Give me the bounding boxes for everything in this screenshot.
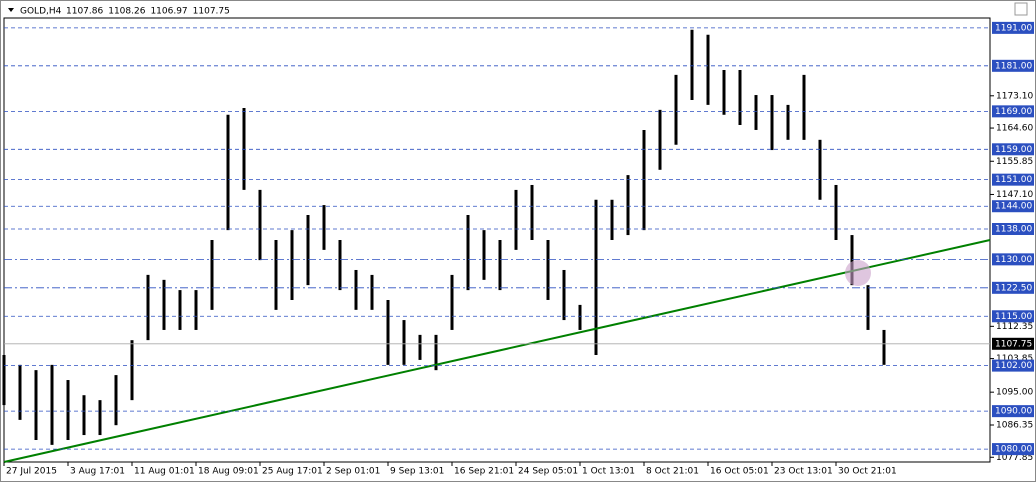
- y-tick-label: 1103.85: [996, 354, 1033, 364]
- current-price-label: 1107.75: [995, 339, 1032, 349]
- level-label-box: [992, 200, 1034, 213]
- x-tick-label: 23 Oct 13:01: [774, 467, 833, 477]
- level-label: 1144.00: [995, 202, 1032, 212]
- x-tick-label: 1 Oct 13:01: [582, 467, 635, 477]
- symbol: GOLD,H4: [20, 7, 62, 17]
- level-label-box: [992, 359, 1034, 372]
- close-box[interactable]: [1014, 2, 1028, 16]
- x-tick-label: 2 Sep 01:01: [326, 467, 380, 477]
- header-value: 1108.26: [108, 7, 145, 17]
- x-tick-label: 9 Sep 13:01: [390, 467, 444, 477]
- level-label-box: [992, 21, 1034, 34]
- level-label-box: [992, 59, 1034, 72]
- level-label-box: [992, 222, 1034, 235]
- y-tick-label: 1155.85: [996, 157, 1033, 167]
- level-label: 1102.00: [995, 361, 1032, 371]
- x-tick-label: 16 Sep 21:01: [454, 467, 514, 477]
- level-label: 1191.00: [995, 23, 1032, 33]
- x-tick-label: 16 Oct 05:01: [710, 467, 769, 477]
- header-value: 1107.86: [66, 7, 103, 17]
- level-label: 1080.00: [995, 445, 1032, 455]
- x-tick-label: 27 Jul 2015: [6, 467, 57, 477]
- level-label-box: [992, 443, 1034, 456]
- level-label: 1169.00: [995, 107, 1032, 117]
- y-tick-label: 1147.10: [996, 190, 1033, 200]
- y-tick-label: 1077.85: [996, 453, 1033, 463]
- level-label-box: [992, 173, 1034, 186]
- x-tick-label: 25 Aug 17:01: [262, 467, 323, 477]
- x-tick-label: 18 Aug 09:01: [198, 467, 259, 477]
- header-value: 1106.97: [150, 7, 187, 17]
- x-tick-label: 8 Oct 21:01: [646, 467, 699, 477]
- level-label-box: [992, 281, 1034, 294]
- level-label: 1090.00: [995, 407, 1032, 417]
- highlight-marker: [845, 260, 871, 286]
- y-tick-label: 1095.00: [996, 388, 1033, 398]
- current-price-box: [992, 337, 1034, 350]
- level-label: 1122.50: [995, 283, 1032, 293]
- y-tick-label: 1173.10: [996, 91, 1033, 101]
- level-label: 1151.00: [995, 175, 1032, 185]
- x-tick-label: 30 Oct 21:01: [838, 467, 897, 477]
- y-tick-label: 1164.60: [996, 124, 1033, 134]
- x-tick-label: 11 Aug 01:01: [134, 467, 195, 477]
- level-label: 1159.00: [995, 145, 1032, 155]
- menu-arrow[interactable]: [8, 8, 14, 12]
- level-label-box: [992, 310, 1034, 323]
- level-label-box: [992, 405, 1034, 418]
- x-tick-label: 3 Aug 17:01: [70, 467, 125, 477]
- level-label: 1138.00: [995, 224, 1032, 234]
- level-label: 1181.00: [995, 61, 1032, 71]
- level-label: 1130.00: [995, 255, 1032, 265]
- level-label-box: [992, 105, 1034, 118]
- y-tick-label: 1086.35: [996, 421, 1033, 431]
- level-label: 1115.00: [995, 312, 1032, 322]
- y-tick-label: 1112.35: [996, 322, 1033, 332]
- x-tick-label: 24 Sep 05:01: [518, 467, 578, 477]
- level-label-box: [992, 253, 1034, 266]
- level-label-box: [992, 143, 1034, 156]
- trend-line: [3, 239, 991, 463]
- header-value: 1107.75: [193, 7, 230, 17]
